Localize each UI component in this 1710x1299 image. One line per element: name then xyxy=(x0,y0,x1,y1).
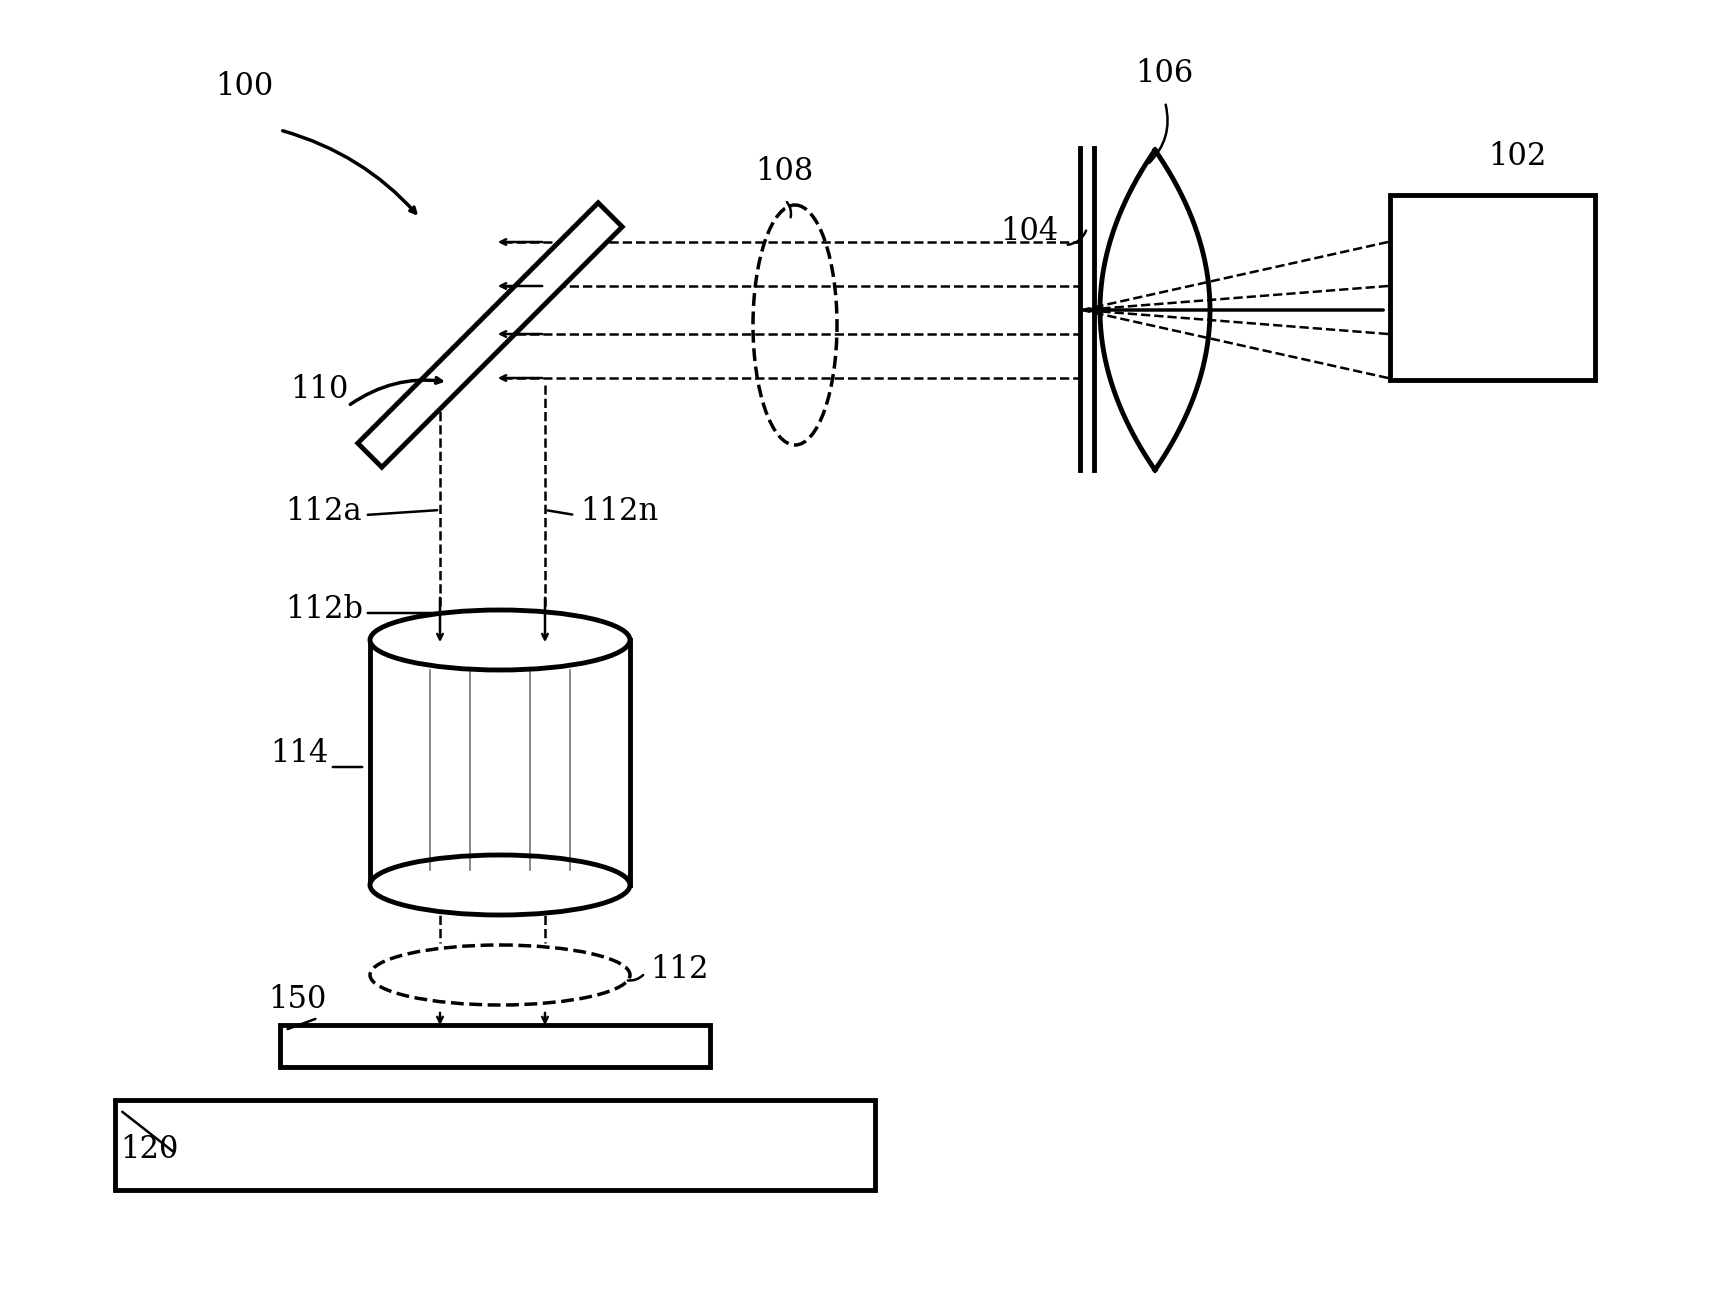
Text: 150: 150 xyxy=(268,985,327,1015)
Text: 108: 108 xyxy=(756,156,814,187)
Text: 112b: 112b xyxy=(286,594,363,625)
Text: 112a: 112a xyxy=(286,496,361,527)
Text: 112: 112 xyxy=(650,953,708,985)
Text: 110: 110 xyxy=(291,374,349,405)
Text: 120: 120 xyxy=(120,1134,178,1165)
Polygon shape xyxy=(357,203,622,468)
Text: 106: 106 xyxy=(1135,58,1194,90)
Text: 114: 114 xyxy=(270,738,328,769)
Bar xyxy=(1390,195,1595,381)
Bar xyxy=(115,1100,876,1190)
Bar xyxy=(280,1025,710,1066)
Ellipse shape xyxy=(369,611,629,670)
Ellipse shape xyxy=(369,855,629,914)
Text: 102: 102 xyxy=(1488,142,1546,171)
Text: 100: 100 xyxy=(215,71,274,103)
Text: 112n: 112n xyxy=(580,496,658,527)
Text: 104: 104 xyxy=(1000,216,1058,247)
